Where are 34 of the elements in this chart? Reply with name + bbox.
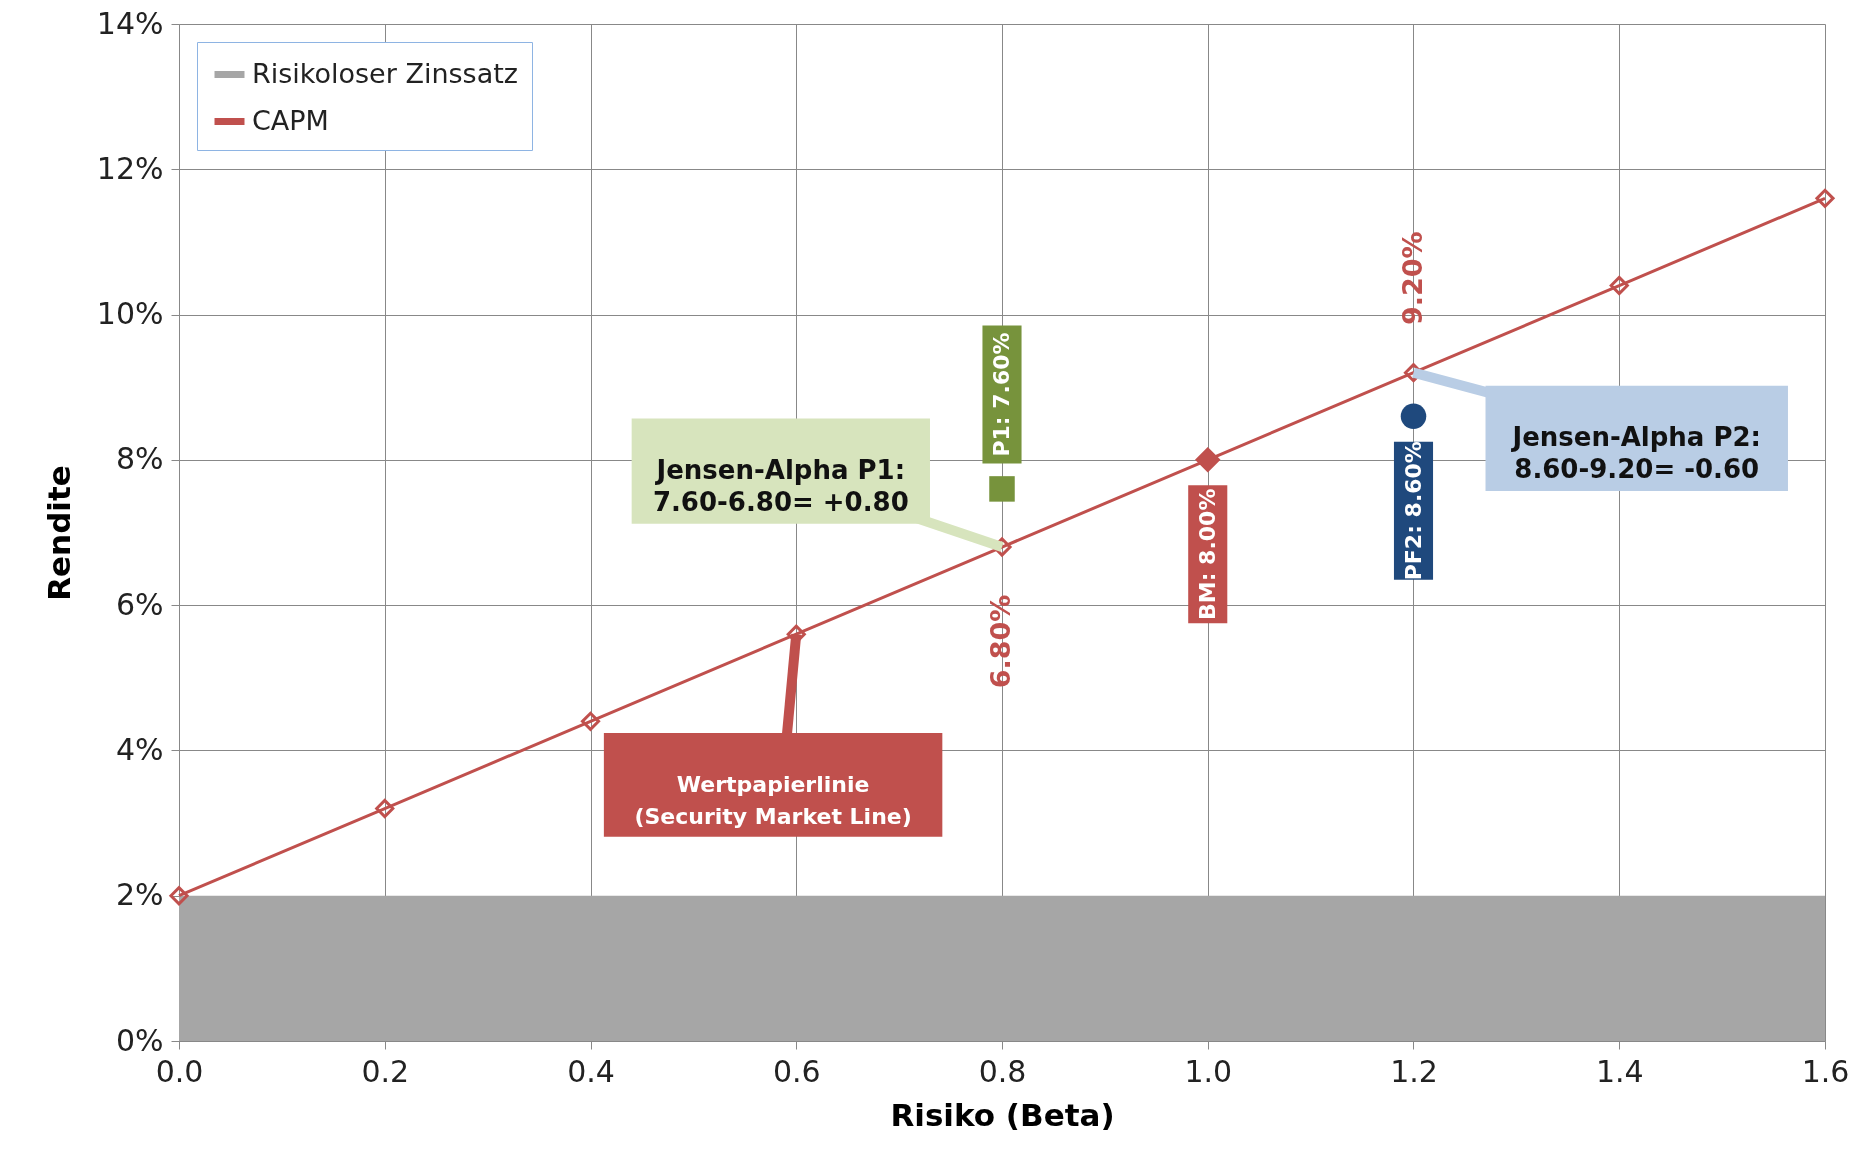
point	[1815, 188, 1835, 208]
x-tick-label: 0.4	[567, 1053, 615, 1089]
data-label: PF2: 8.60%	[1400, 441, 1426, 581]
y-tick-label: 14%	[96, 5, 164, 41]
x-tick-label: 1.4	[1595, 1053, 1644, 1089]
y-tick-label: 12%	[96, 150, 164, 186]
y-tick-label: 4%	[115, 731, 164, 767]
annotation: Wertpapierlinie (Security Market Line)	[634, 771, 912, 829]
point	[580, 711, 601, 731]
x-tick-label: 1.0	[1184, 1053, 1233, 1089]
point	[1400, 403, 1427, 429]
x-tick-label: 1.6	[1801, 1053, 1850, 1089]
y-tick-label: 2%	[115, 877, 164, 913]
data-label: BM: 8.00%	[1194, 488, 1220, 621]
point	[989, 476, 1015, 502]
y-tick-label: 8%	[115, 441, 164, 477]
y-tick-label: 10%	[96, 296, 164, 332]
point	[169, 886, 189, 906]
legend-label: CAPM	[252, 104, 329, 136]
point	[375, 798, 395, 819]
point	[1609, 275, 1629, 296]
data-label: P1: 7.60%	[989, 332, 1014, 457]
annotation: Jensen-Alpha P1: 7.60-6.80= +0.80	[652, 455, 909, 518]
x-tick-label: 0.2	[361, 1053, 410, 1089]
x-tick-label: 1.2	[1390, 1053, 1438, 1089]
annotation: Jensen-Alpha P2: 8.60-9.20= -0.60	[1510, 422, 1761, 485]
y-axis-title: Rendite	[40, 465, 77, 601]
data-label: 6.80%	[985, 594, 1016, 689]
legend-label: Risikoloser Zinssatz	[252, 57, 518, 89]
x-tick-label: 0.6	[772, 1053, 821, 1089]
x-axis-title: Risiko (Beta)	[890, 1096, 1115, 1133]
data-label: 9.20%	[1396, 231, 1428, 326]
x-tick-label: 0.8	[978, 1053, 1027, 1089]
y-tick-label: 6%	[115, 586, 164, 622]
